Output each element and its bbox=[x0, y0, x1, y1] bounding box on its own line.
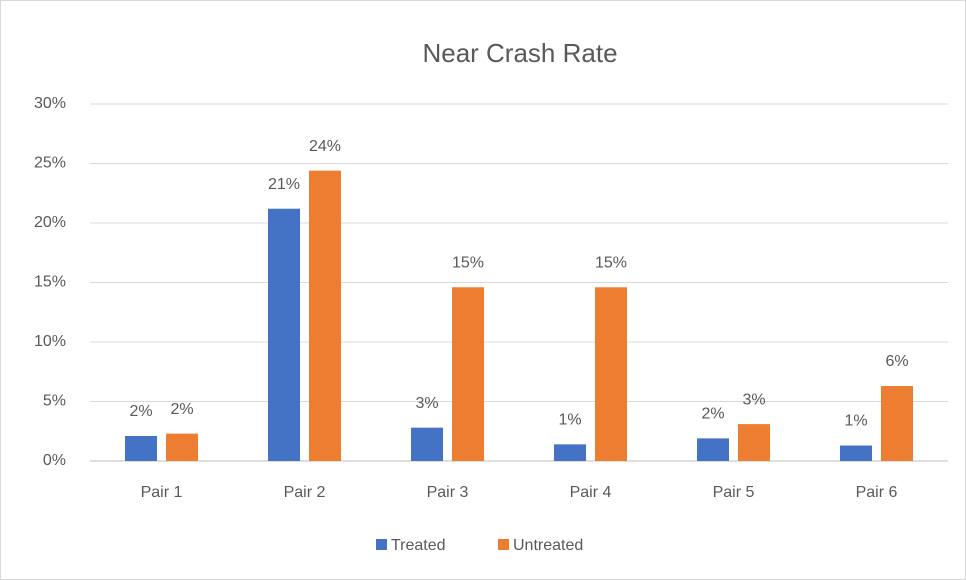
data-label: 1% bbox=[844, 413, 867, 430]
data-label: 1% bbox=[558, 412, 581, 429]
data-label: 6% bbox=[885, 353, 908, 370]
y-tick-label: 0% bbox=[43, 452, 66, 469]
x-tick-label: Pair 1 bbox=[141, 484, 183, 501]
bar bbox=[166, 433, 198, 461]
chart-title: Near Crash Rate bbox=[422, 38, 617, 68]
bar bbox=[309, 170, 341, 461]
legend-label: Untreated bbox=[513, 537, 583, 554]
bar bbox=[738, 424, 770, 461]
x-tick-label: Pair 4 bbox=[570, 484, 612, 501]
data-label: 15% bbox=[595, 254, 627, 271]
y-tick-label: 10% bbox=[34, 333, 66, 350]
data-label: 3% bbox=[742, 391, 765, 408]
data-label: 21% bbox=[268, 176, 300, 193]
y-tick-label: 30% bbox=[34, 95, 66, 112]
data-label: 3% bbox=[415, 395, 438, 412]
bar bbox=[595, 287, 627, 461]
data-label: 24% bbox=[309, 138, 341, 155]
x-tick-label: Pair 3 bbox=[427, 484, 469, 501]
bar bbox=[268, 208, 300, 461]
y-tick-label: 20% bbox=[34, 214, 66, 231]
bar bbox=[411, 427, 443, 461]
legend-label: Treated bbox=[391, 537, 446, 554]
bar bbox=[452, 287, 484, 461]
data-label: 2% bbox=[129, 403, 152, 420]
x-tick-label: Pair 6 bbox=[856, 484, 898, 501]
bar bbox=[125, 436, 157, 461]
y-tick-label: 15% bbox=[34, 274, 66, 291]
data-label: 15% bbox=[452, 254, 484, 271]
legend-swatch bbox=[376, 539, 387, 550]
data-label: 2% bbox=[701, 406, 724, 423]
bar bbox=[697, 438, 729, 461]
y-tick-label: 25% bbox=[34, 155, 66, 172]
bar bbox=[840, 445, 872, 461]
x-tick-label: Pair 2 bbox=[284, 484, 326, 501]
bar bbox=[554, 444, 586, 461]
bar bbox=[881, 386, 913, 461]
legend-swatch bbox=[498, 539, 509, 550]
y-tick-label: 5% bbox=[43, 393, 66, 410]
data-label: 2% bbox=[170, 401, 193, 418]
x-tick-label: Pair 5 bbox=[713, 484, 755, 501]
